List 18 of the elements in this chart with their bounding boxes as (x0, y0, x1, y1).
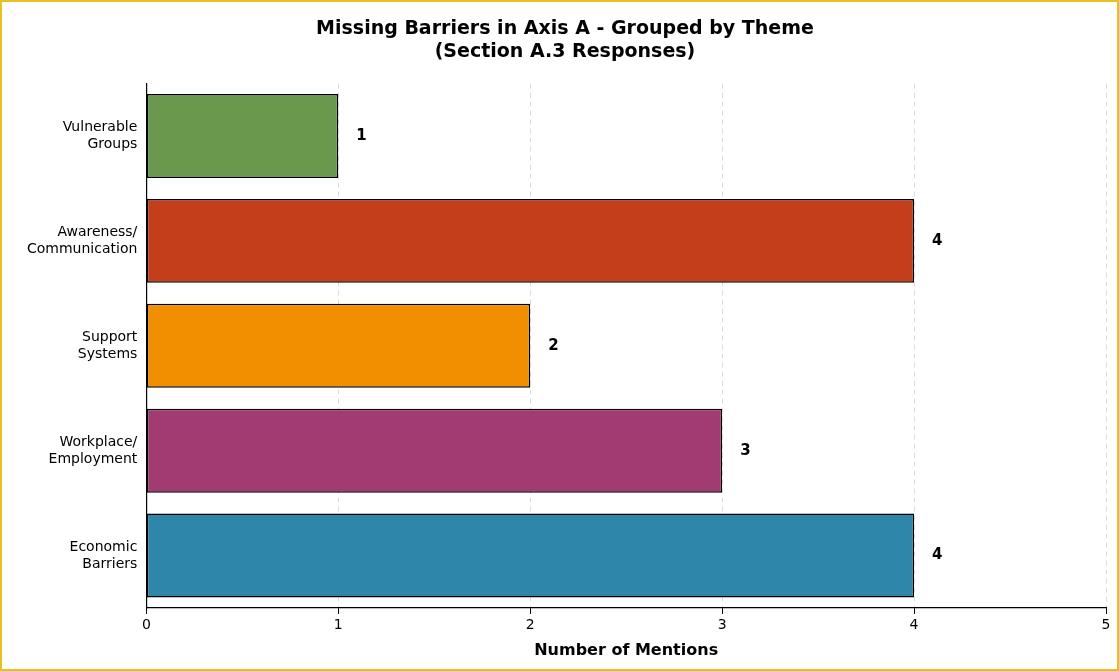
x-tick-label: 0 (141, 616, 151, 633)
chart-title: Missing Barriers in Axis A - Grouped by Theme (Section A.3 Responses) (316, 16, 814, 62)
data-label: 1 (356, 125, 367, 144)
data-label: 4 (932, 230, 943, 249)
y-tick-label: Economic Barriers (69, 537, 138, 571)
x-axis-title: Number of Mentions (534, 639, 719, 659)
x-tick-label: 4 (909, 616, 919, 633)
x-tick-label: 3 (717, 616, 727, 633)
x-tick-label: 2 (525, 616, 535, 633)
x-tick-label: 5 (1101, 616, 1111, 633)
data-label: 4 (932, 545, 943, 564)
y-tick-label: Vulnerable Groups (62, 118, 138, 152)
x-tick-label: 1 (333, 616, 343, 633)
y-tick-label: Support Systems (77, 328, 138, 361)
y-tick-label: Awareness/ Communication (26, 223, 138, 256)
y-tick-label: Workplace/ Employment (48, 432, 138, 466)
data-label: 3 (740, 440, 751, 459)
data-label: 2 (548, 335, 559, 354)
